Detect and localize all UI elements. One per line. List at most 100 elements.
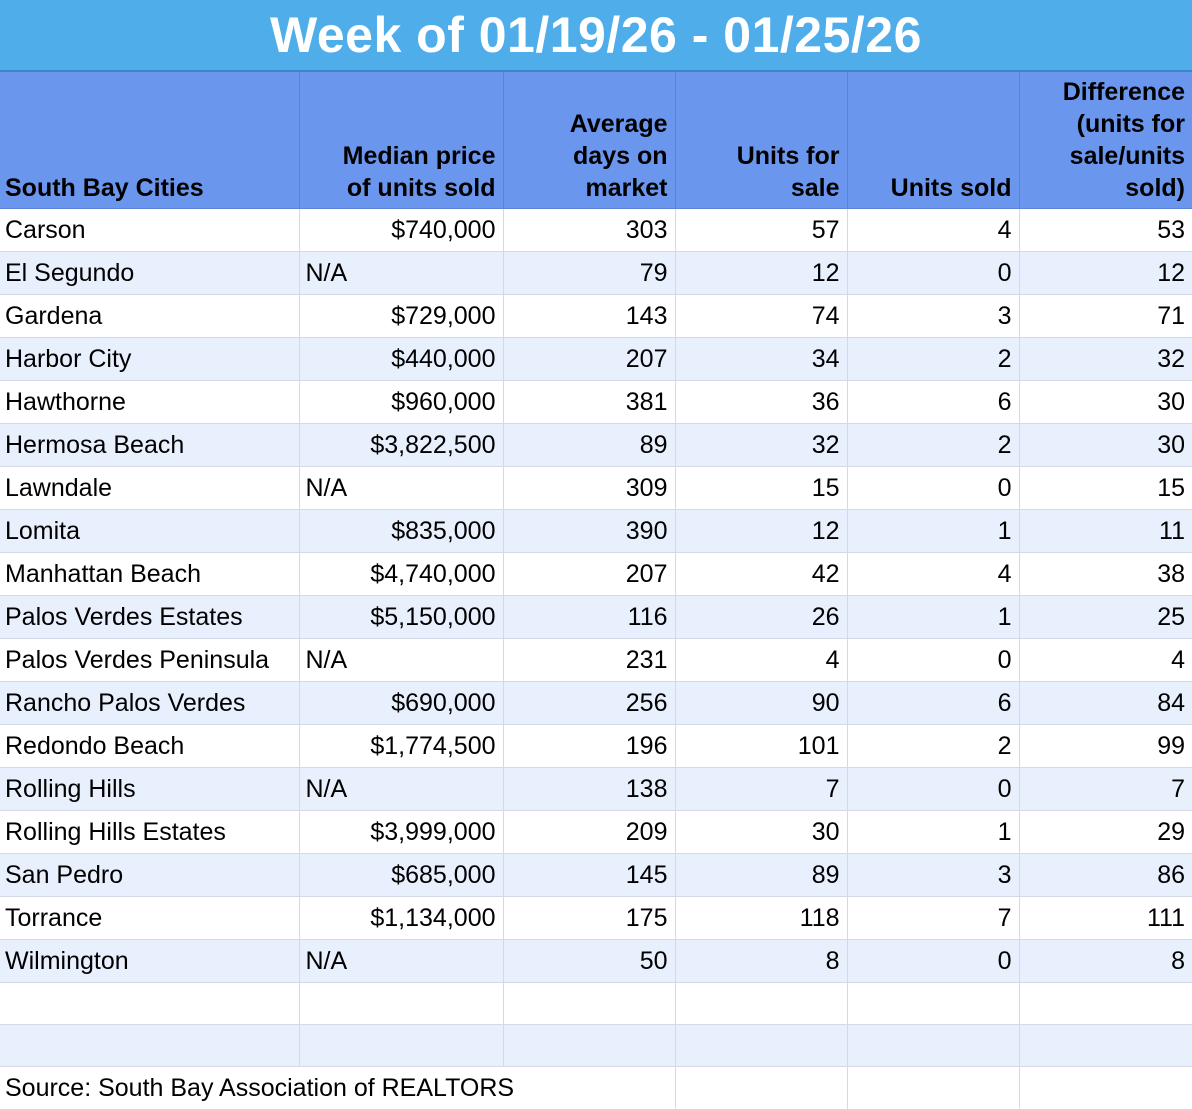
avg-days-cell[interactable]: 381 [503, 380, 676, 424]
median-price-cell[interactable]: $3,999,000 [299, 810, 504, 854]
units-sold-cell[interactable]: 3 [847, 294, 1020, 338]
units-sold-cell[interactable]: 0 [847, 638, 1020, 682]
units-for-sale-cell[interactable]: 26 [675, 595, 848, 639]
median-price-cell[interactable]: $835,000 [299, 509, 504, 553]
units-for-sale-cell[interactable]: 90 [675, 681, 848, 725]
units-for-sale-cell[interactable]: 12 [675, 509, 848, 553]
units-for-sale-cell[interactable]: 15 [675, 466, 848, 510]
city-cell[interactable]: Palos Verdes Peninsula [0, 638, 300, 682]
city-cell[interactable]: Wilmington [0, 939, 300, 983]
units-for-sale-cell[interactable]: 101 [675, 724, 848, 768]
median-price-cell[interactable]: $740,000 [299, 208, 504, 252]
avg-days-cell[interactable]: 390 [503, 509, 676, 553]
units-for-sale-cell[interactable]: 32 [675, 423, 848, 467]
avg-days-cell[interactable]: 207 [503, 337, 676, 381]
median-price-cell[interactable]: N/A [299, 251, 504, 295]
city-cell[interactable]: Lawndale [0, 466, 300, 510]
units-sold-cell[interactable]: 0 [847, 251, 1020, 295]
difference-cell[interactable]: 84 [1019, 681, 1192, 725]
city-cell[interactable]: Lomita [0, 509, 300, 553]
units-sold-cell[interactable]: 3 [847, 853, 1020, 897]
median-price-cell[interactable]: $4,740,000 [299, 552, 504, 596]
avg-days-cell[interactable]: 79 [503, 251, 676, 295]
empty-cell[interactable] [299, 982, 504, 1025]
avg-days-cell[interactable]: 209 [503, 810, 676, 854]
city-cell[interactable]: El Segundo [0, 251, 300, 295]
median-price-cell[interactable]: $690,000 [299, 681, 504, 725]
avg-days-cell[interactable]: 256 [503, 681, 676, 725]
difference-cell[interactable]: 29 [1019, 810, 1192, 854]
avg-days-cell[interactable]: 303 [503, 208, 676, 252]
avg-days-cell[interactable]: 138 [503, 767, 676, 811]
units-for-sale-cell[interactable]: 74 [675, 294, 848, 338]
units-for-sale-cell[interactable]: 34 [675, 337, 848, 381]
units-sold-cell[interactable]: 6 [847, 380, 1020, 424]
difference-cell[interactable]: 99 [1019, 724, 1192, 768]
avg-days-cell[interactable]: 116 [503, 595, 676, 639]
difference-cell[interactable]: 71 [1019, 294, 1192, 338]
units-sold-cell[interactable]: 4 [847, 208, 1020, 252]
median-price-cell[interactable]: N/A [299, 466, 504, 510]
difference-cell[interactable]: 7 [1019, 767, 1192, 811]
avg-days-cell[interactable]: 89 [503, 423, 676, 467]
difference-cell[interactable]: 30 [1019, 380, 1192, 424]
avg-days-cell[interactable]: 50 [503, 939, 676, 983]
units-sold-cell[interactable]: 2 [847, 337, 1020, 381]
difference-cell[interactable]: 86 [1019, 853, 1192, 897]
units-for-sale-cell[interactable]: 118 [675, 896, 848, 940]
avg-days-cell[interactable]: 309 [503, 466, 676, 510]
median-price-cell[interactable]: $440,000 [299, 337, 504, 381]
city-cell[interactable]: Palos Verdes Estates [0, 595, 300, 639]
empty-cell[interactable] [1019, 1024, 1192, 1067]
units-for-sale-cell[interactable]: 8 [675, 939, 848, 983]
median-price-cell[interactable]: $685,000 [299, 853, 504, 897]
units-for-sale-cell[interactable]: 4 [675, 638, 848, 682]
city-cell[interactable]: Hermosa Beach [0, 423, 300, 467]
units-sold-cell[interactable]: 2 [847, 724, 1020, 768]
median-price-cell[interactable]: N/A [299, 638, 504, 682]
difference-cell[interactable]: 111 [1019, 896, 1192, 940]
city-cell[interactable]: Carson [0, 208, 300, 252]
empty-cell[interactable] [0, 982, 300, 1025]
difference-cell[interactable]: 38 [1019, 552, 1192, 596]
units-for-sale-cell[interactable]: 12 [675, 251, 848, 295]
units-sold-cell[interactable]: 0 [847, 939, 1020, 983]
empty-cell[interactable] [847, 982, 1020, 1025]
median-price-cell[interactable]: $729,000 [299, 294, 504, 338]
median-price-cell[interactable]: N/A [299, 939, 504, 983]
empty-cell[interactable] [847, 1066, 1020, 1110]
units-sold-cell[interactable]: 0 [847, 466, 1020, 510]
city-cell[interactable]: Torrance [0, 896, 300, 940]
empty-cell[interactable] [0, 1024, 300, 1067]
units-for-sale-cell[interactable]: 57 [675, 208, 848, 252]
difference-cell[interactable]: 11 [1019, 509, 1192, 553]
city-cell[interactable]: Gardena [0, 294, 300, 338]
empty-cell[interactable] [1019, 982, 1192, 1025]
avg-days-cell[interactable]: 143 [503, 294, 676, 338]
empty-cell[interactable] [1019, 1066, 1192, 1110]
units-sold-cell[interactable]: 1 [847, 810, 1020, 854]
empty-cell[interactable] [675, 1066, 848, 1110]
city-cell[interactable]: San Pedro [0, 853, 300, 897]
city-cell[interactable]: Rolling Hills Estates [0, 810, 300, 854]
units-sold-cell[interactable]: 2 [847, 423, 1020, 467]
units-for-sale-cell[interactable]: 89 [675, 853, 848, 897]
median-price-cell[interactable]: $1,774,500 [299, 724, 504, 768]
empty-cell[interactable] [847, 1024, 1020, 1067]
units-sold-cell[interactable]: 1 [847, 595, 1020, 639]
difference-cell[interactable]: 30 [1019, 423, 1192, 467]
city-cell[interactable]: Hawthorne [0, 380, 300, 424]
units-sold-cell[interactable]: 7 [847, 896, 1020, 940]
city-cell[interactable]: Rancho Palos Verdes [0, 681, 300, 725]
difference-cell[interactable]: 8 [1019, 939, 1192, 983]
difference-cell[interactable]: 32 [1019, 337, 1192, 381]
median-price-cell[interactable]: $3,822,500 [299, 423, 504, 467]
median-price-cell[interactable]: $960,000 [299, 380, 504, 424]
units-for-sale-cell[interactable]: 7 [675, 767, 848, 811]
empty-cell[interactable] [675, 1024, 848, 1067]
difference-cell[interactable]: 15 [1019, 466, 1192, 510]
difference-cell[interactable]: 12 [1019, 251, 1192, 295]
city-cell[interactable]: Redondo Beach [0, 724, 300, 768]
empty-cell[interactable] [503, 982, 676, 1025]
difference-cell[interactable]: 25 [1019, 595, 1192, 639]
